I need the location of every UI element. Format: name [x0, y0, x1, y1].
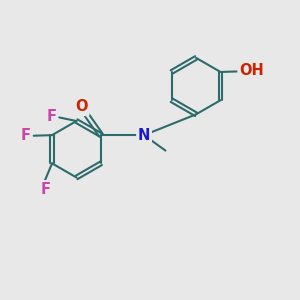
Text: F: F — [40, 182, 50, 197]
Text: F: F — [46, 109, 56, 124]
Text: OH: OH — [239, 63, 264, 78]
Text: O: O — [75, 99, 88, 114]
Text: N: N — [138, 128, 150, 142]
Text: F: F — [21, 128, 31, 143]
